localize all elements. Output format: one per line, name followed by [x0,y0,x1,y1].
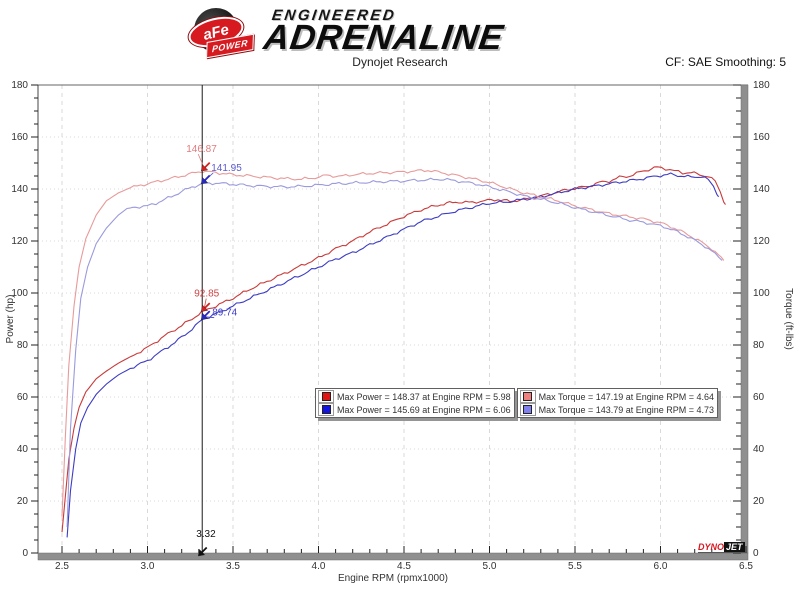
dynojet-logo-jet: JET [724,542,745,552]
curve-power-0 [61,166,726,533]
svg-text:180: 180 [753,80,770,91]
cursor-value-label: 89.74 [212,308,237,319]
svg-text:5.5: 5.5 [568,561,582,572]
legend-swatch-icon [519,403,536,416]
legend-column-torque: Max Torque = 147.19 at Engine RPM = 4.64… [516,388,719,418]
axis-titles: Power (hp) Torque (ft-lbs) Engine RPM (rpm… [5,288,794,584]
plot-frame [37,84,749,561]
legend-label: Max Torque = 143.79 at Engine RPM = 4.73 [538,404,715,415]
svg-text:60: 60 [753,392,765,403]
cursor-value-label: 146.87 [186,144,217,155]
left-axis-title: Power (hp) [5,295,16,344]
legend-label: Max Power = 145.69 at Engine RPM = 6.06 [337,404,511,415]
svg-text:120: 120 [753,236,770,247]
plot-grid [38,85,748,553]
header: aFe POWER ENGINEERED ADRENALINE Dynojet … [0,0,800,78]
power-ribbon-text: POWER [211,37,249,55]
legend-item: Max Torque = 147.19 at Engine RPM = 4.64 [519,390,715,403]
svg-text:3.0: 3.0 [141,561,155,572]
svg-text:180: 180 [11,80,28,91]
svg-text:40: 40 [753,444,765,455]
legend-item: Max Torque = 143.79 at Engine RPM = 4.73 [519,403,715,416]
curve-power-1 [66,172,720,538]
legend-item: Max Power = 145.69 at Engine RPM = 6.06 [318,403,511,416]
cursor-value-label: 141.95 [211,163,242,174]
svg-text:20: 20 [753,496,765,507]
dynojet-logo: DYNO JET [698,542,745,553]
svg-text:6.0: 6.0 [654,561,668,572]
x-axis-title: Engine RPM (rpmx1000) [338,573,448,584]
afe-power-logo: aFe POWER [185,6,260,59]
svg-text:140: 140 [11,184,28,195]
svg-text:60: 60 [17,392,29,403]
legend-column-power: Max Power = 148.37 at Engine RPM = 5.98 M… [315,388,515,418]
svg-text:40: 40 [17,444,29,455]
svg-text:20: 20 [17,496,29,507]
svg-text:80: 80 [753,340,765,351]
svg-text:5.0: 5.0 [483,561,497,572]
dynojet-logo-dyno: DYNO [698,542,725,552]
cursor-group[interactable]: 146.87 141.95 92.85 89.74 3.32 [186,85,242,557]
cursor-rpm-label: 3.32 [196,529,216,540]
legend-box: Max Power = 148.37 at Engine RPM = 5.98 M… [315,388,719,418]
svg-text:0: 0 [22,548,28,559]
svg-text:80: 80 [17,340,29,351]
chart-subtitle: Dynojet Research [352,55,448,69]
svg-text:160: 160 [753,132,770,143]
svg-text:160: 160 [11,132,28,143]
axis-ticks: 0 0 20 20 40 40 60 60 80 80 100 100 120 120 140 140 160 1… [11,80,770,572]
svg-text:120: 120 [11,236,28,247]
cursor-value-label: 92.85 [194,289,219,300]
legend-swatch-icon [318,403,334,416]
legend-label: Max Power = 148.37 at Engine RPM = 5.98 [337,391,511,402]
dyno-curves [61,166,726,538]
legend-swatch-icon [318,390,334,403]
svg-text:100: 100 [11,288,28,299]
legend-swatch-icon [519,390,536,403]
svg-text:6.5: 6.5 [739,561,753,572]
svg-text:100: 100 [753,288,770,299]
curve-torque-3 [66,177,723,528]
legend-item: Max Power = 148.37 at Engine RPM = 5.98 [318,390,511,403]
legend-label: Max Torque = 147.19 at Engine RPM = 4.64 [538,391,715,402]
correction-factor-label: CF: SAE Smoothing: 5 [665,55,786,69]
svg-text:140: 140 [753,184,770,195]
svg-text:3.5: 3.5 [226,561,240,572]
brand-adrenaline: ADRENALINE [261,18,507,57]
svg-text:4.0: 4.0 [312,561,326,572]
right-axis-title: Torque (ft-lbs) [783,288,794,350]
svg-text:4.5: 4.5 [397,561,411,572]
svg-text:2.5: 2.5 [55,561,69,572]
curve-torque-2 [61,169,725,517]
svg-text:0: 0 [753,548,759,559]
